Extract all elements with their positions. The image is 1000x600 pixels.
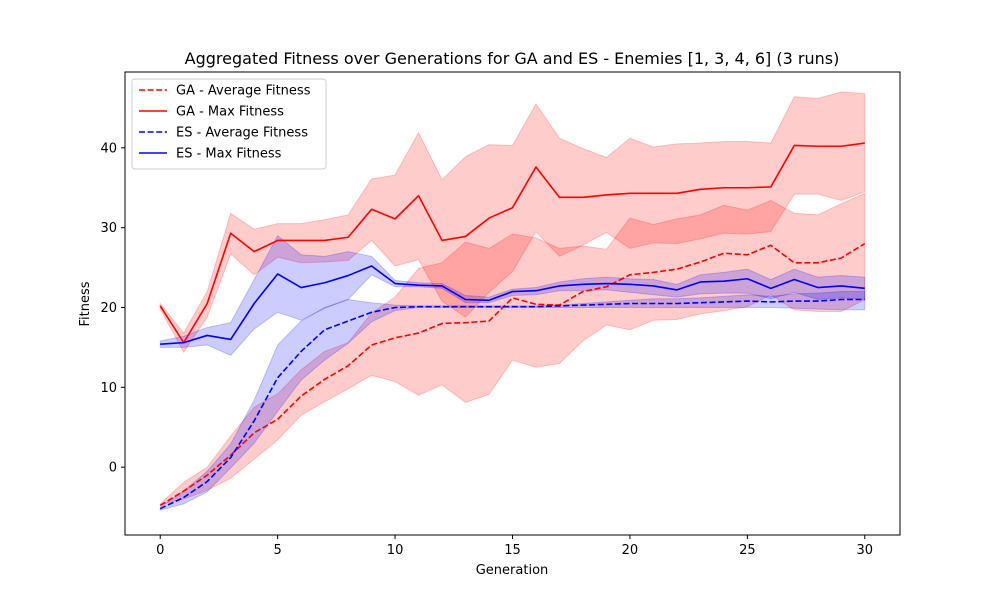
es-max-fitness-line <box>160 265 865 346</box>
x-tick-label: 25 <box>739 543 756 558</box>
legend-label-ga-average-fitness: GA - Average Fitness <box>176 84 311 99</box>
legend-label-es-max-fitness: ES - Max Fitness <box>176 147 282 162</box>
y-tick-label: 40 <box>100 141 117 156</box>
x-tick-label: 10 <box>387 543 404 558</box>
y-tick-label: 0 <box>109 461 117 476</box>
legend-label-es-average-fitness: ES - Average Fitness <box>176 126 308 141</box>
y-axis-label: Fitness <box>78 281 93 326</box>
ga-average-fitness-line <box>159 242 866 507</box>
x-tick-label: 20 <box>622 543 639 558</box>
y-tick-label: 30 <box>100 221 117 236</box>
confidence-bands <box>159 91 866 511</box>
y-tick-label: 10 <box>100 381 117 396</box>
legend-box <box>131 78 327 170</box>
x-axis-label: Generation <box>476 563 549 578</box>
x-tick-label: 30 <box>856 543 873 558</box>
es-average-fitness-line <box>159 298 865 510</box>
legend: GA - Average Fitness GA - Max Fitness ES -… <box>131 78 327 170</box>
x-tick-label: 0 <box>156 543 164 558</box>
x-axis-ticks: 0 5 10 15 20 25 30 <box>156 535 873 558</box>
y-tick-label: 20 <box>100 301 117 316</box>
ga-max-fitness-line <box>159 142 865 344</box>
chart-title: Aggregated Fitness over Generations for … <box>185 49 840 68</box>
legend-label-ga-max-fitness: GA - Max Fitness <box>176 105 284 120</box>
series-lines <box>159 142 866 510</box>
es-average-fitness-band <box>159 291 866 511</box>
x-tick-label: 5 <box>274 543 282 558</box>
ga-max-fitness-band <box>159 91 866 354</box>
y-axis-ticks: 0 10 20 30 40 <box>100 141 125 476</box>
x-tick-label: 15 <box>504 543 521 558</box>
